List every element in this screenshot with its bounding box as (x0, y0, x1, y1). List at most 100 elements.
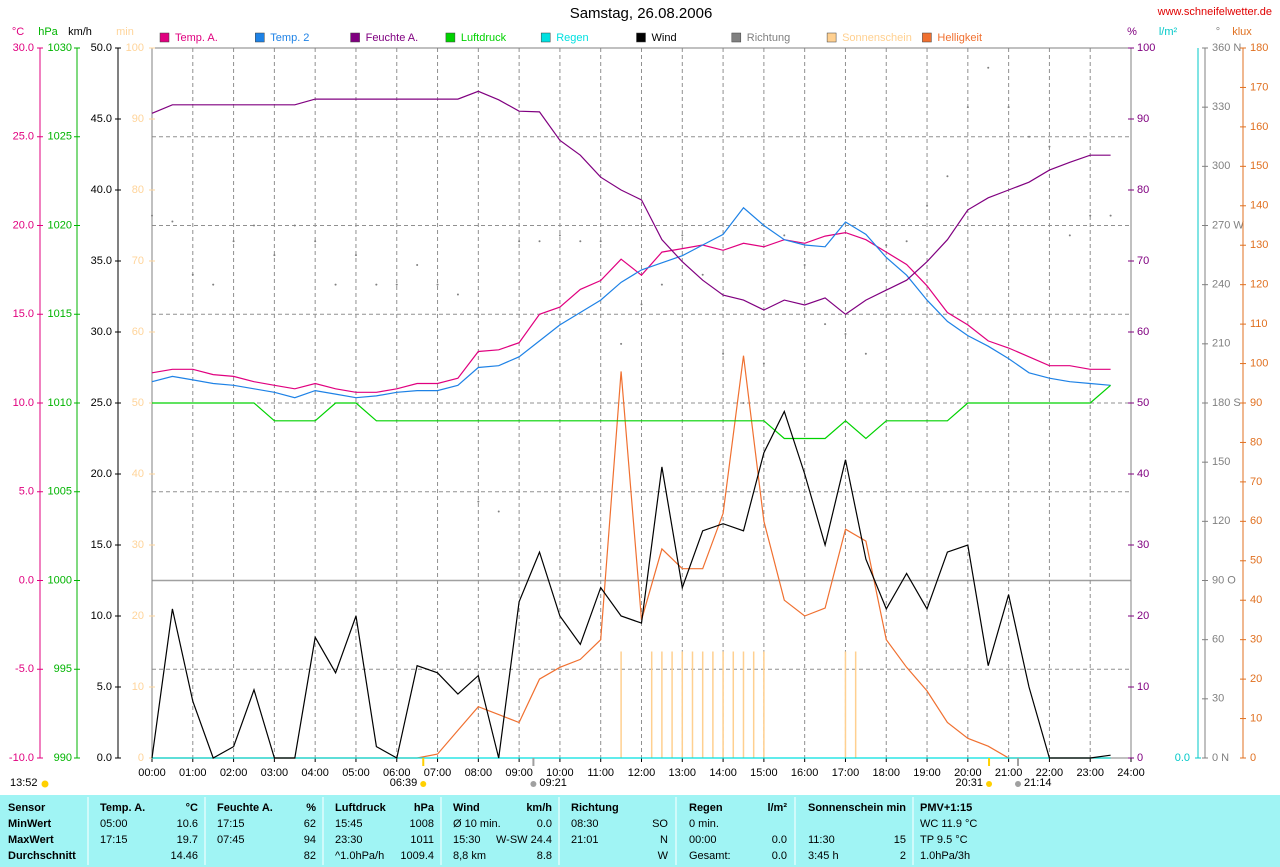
legend-swatch (445, 32, 456, 43)
y-tick-label: 0 (1137, 752, 1143, 764)
y-tick-label: 160 (1250, 121, 1268, 133)
y-tick-label: 0 N (1212, 752, 1229, 764)
x-tick-label: 06:00 (383, 767, 411, 779)
y-tick-label: 20 (1137, 610, 1149, 622)
direction-dot (762, 362, 765, 365)
table-header-cell: Sonnenschein (808, 802, 883, 814)
table-header-cell: min (886, 802, 906, 814)
direction-dot (477, 500, 480, 503)
table-header-cell: % (306, 802, 316, 814)
direction-dot (966, 106, 969, 109)
table-header-cell: l/m² (767, 802, 787, 814)
direction-dot (1048, 145, 1051, 148)
direction-dot (518, 240, 521, 243)
y-tick-label: 40 (1137, 468, 1149, 480)
axis-unit: hPa (38, 26, 58, 38)
table-cell: 1008 (410, 818, 434, 830)
direction-dot (273, 254, 276, 257)
direction-dot (803, 263, 806, 266)
x-tick-label: 02:00 (220, 767, 248, 779)
x-tick-label: 24:00 (1117, 767, 1145, 779)
y-tick-label: 0.0 (1175, 752, 1190, 764)
x-tick-label: 20:00 (954, 767, 982, 779)
direction-dot (742, 402, 745, 404)
legend-label: Feuchte A. (366, 32, 419, 44)
y-tick-label: 60 (132, 326, 144, 338)
y-tick-label: 995 (54, 663, 72, 675)
series-line (151, 231, 1111, 393)
table-cell: 8.8 (537, 850, 552, 862)
y-tick-label: 360 N (1212, 42, 1241, 54)
y-tick-label: 90 (1137, 113, 1149, 125)
table-cell: 1011 (410, 834, 434, 846)
y-tick-label: 140 (1250, 200, 1268, 212)
direction-dot (538, 240, 541, 243)
annotation-label: 06:39 (390, 777, 418, 789)
y-tick-label: 180 S (1212, 397, 1241, 409)
x-tick-label: 17:00 (832, 767, 860, 779)
y-tick-label: 45.0 (91, 113, 112, 125)
direction-dot (783, 234, 786, 237)
axis-unit: °C (12, 26, 24, 38)
table-cell: 0.0 (772, 834, 787, 846)
y-tick-label: 1020 (48, 219, 72, 231)
y-tick-label: 100 (1250, 357, 1268, 369)
legend-label: Regen (556, 32, 588, 44)
table-cell: 08:30 (571, 818, 599, 830)
y-tick-label: 70 (1250, 476, 1262, 488)
legend-label: Wind (652, 32, 677, 44)
table-header-cell: °C (186, 802, 198, 814)
series-line (152, 384, 1111, 440)
x-tick-label: 07:00 (424, 767, 452, 779)
direction-dot (681, 234, 684, 237)
y-tick-label: 10 (1250, 712, 1262, 724)
table-cell: 00:00 (689, 834, 717, 846)
y-tick-label: 60 (1250, 515, 1262, 527)
sun-icon (41, 780, 49, 788)
y-tick-label: 1030 (48, 42, 72, 54)
x-tick-label: 12:00 (628, 767, 656, 779)
direction-dot (497, 510, 500, 513)
y-tick-label: 30 (132, 539, 144, 551)
direction-dot (1028, 135, 1031, 138)
x-tick-label: 00:00 (138, 767, 166, 779)
y-tick-label: 50 (132, 397, 144, 409)
table-background (0, 795, 1280, 867)
table-cell: 17:15 (217, 818, 245, 830)
direction-dot (1109, 214, 1112, 217)
direction-dot (232, 240, 235, 243)
direction-dot (293, 224, 296, 227)
table-cell: 23:30 (335, 834, 363, 846)
table-cell: WC 11.9 °C (920, 818, 977, 830)
direction-dot (905, 240, 908, 243)
x-tick-label: 03:00 (261, 767, 289, 779)
direction-dot (620, 342, 623, 345)
y-tick-label: 30.0 (13, 42, 34, 54)
y-tick-label: 5.0 (97, 681, 112, 693)
y-tick-label: 990 (54, 752, 72, 764)
table-cell: MaxWert (8, 834, 54, 846)
y-tick-label: 150 (1212, 456, 1230, 468)
y-tick-label: 20 (132, 610, 144, 622)
axis-unit: klux (1232, 26, 1252, 38)
y-tick-label: -5.0 (15, 663, 34, 675)
series-line (151, 409, 1111, 759)
legend-label: Helligkeit (937, 32, 982, 44)
y-tick-label: 300 (1212, 160, 1230, 172)
direction-dot (212, 283, 215, 286)
table-cell: 07:45 (217, 834, 245, 846)
y-tick-label: 15.0 (91, 539, 112, 551)
y-tick-label: 1015 (48, 308, 72, 320)
y-tick-label: 1000 (48, 574, 72, 586)
legend-swatch (159, 32, 170, 43)
table-cell: 15:30 (453, 834, 481, 846)
y-tick-label: 210 (1212, 338, 1230, 350)
table-cell: W-SW 24.4 (496, 834, 552, 846)
y-tick-label: 90 O (1212, 574, 1236, 586)
direction-dot (660, 283, 663, 286)
table-cell: 19.7 (177, 834, 198, 846)
y-tick-label: 10 (132, 681, 144, 693)
direction-dot (824, 323, 827, 326)
direction-dot (558, 234, 561, 237)
